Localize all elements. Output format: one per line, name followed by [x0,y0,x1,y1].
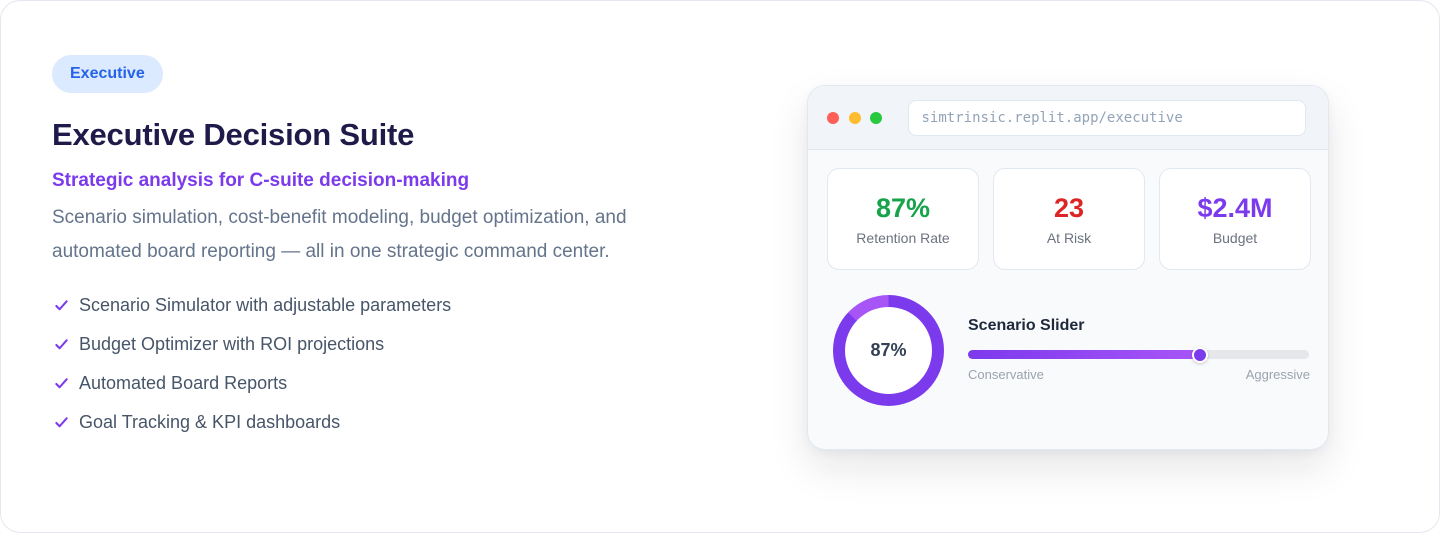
feature-list: Scenario Simulator with adjustable param… [52,286,692,442]
slider-max-label: Aggressive [1245,367,1310,382]
check-icon [53,298,69,314]
feature-item: Goal Tracking & KPI dashboards [52,403,692,442]
feature-label: Automated Board Reports [79,373,288,393]
stat-value: 87% [875,193,931,223]
slider-min-label: Conservative [968,367,1044,382]
stat-card-at-risk: 23 At Risk [993,168,1145,270]
stat-card-budget: $2.4M Budget [1159,168,1311,270]
stat-label: Retention Rate [856,230,950,246]
page-title: Executive Decision Suite [52,117,415,152]
feature-item: Scenario Simulator with adjustable param… [52,286,692,325]
check-icon [53,376,69,392]
address-bar[interactable]: simtrinsic.replit.app/executive [907,99,1306,136]
feature-label: Goal Tracking & KPI dashboards [79,412,341,432]
donut-ring: 87% [833,295,944,406]
slider-track[interactable] [968,346,1309,363]
slider-title: Scenario Slider [968,317,1085,334]
stat-value: 23 [1053,193,1085,223]
stat-value: $2.4M [1197,193,1273,223]
category-badge: Executive [52,55,163,93]
donut-chart: 87% [833,295,944,406]
check-icon [53,337,69,353]
feature-item: Automated Board Reports [52,364,692,403]
minimize-dot-icon[interactable] [848,111,861,124]
browser-titlebar: simtrinsic.replit.app/executive [808,86,1328,150]
maximize-dot-icon[interactable] [870,111,882,124]
check-icon [53,415,69,431]
stat-card-retention: 87% Retention Rate [827,168,979,270]
stats-row: 87% Retention Rate 23 At Risk $2.4M Budg… [827,168,1311,270]
stat-label: Budget [1212,230,1258,246]
slider-fill [968,350,1200,359]
slider-thumb[interactable] [1191,346,1208,363]
browser-mockup: simtrinsic.replit.app/executive 87% Rete… [807,85,1329,450]
feature-label: Scenario Simulator with adjustable param… [79,295,452,315]
feature-label: Budget Optimizer with ROI projections [79,334,385,354]
hero-content: Executive Executive Decision Suite Strat… [52,55,692,442]
description: Scenario simulation, cost-benefit modeli… [52,207,627,262]
page-subtitle: Strategic analysis for C-suite decision-… [52,170,470,191]
close-dot-icon[interactable] [827,111,839,124]
scenario-slider: Scenario Slider Conservative Aggressive [968,316,1310,382]
stat-label: At Risk [1046,230,1092,246]
donut-value: 87% [845,307,932,394]
slider-labels: Conservative Aggressive [968,367,1310,382]
feature-item: Budget Optimizer with ROI projections [52,325,692,364]
